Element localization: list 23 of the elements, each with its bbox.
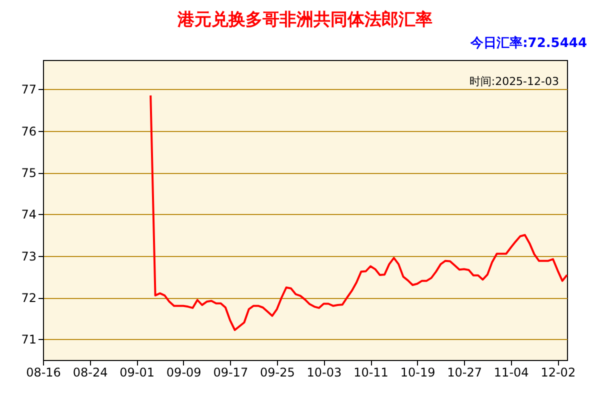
x-tick-label: 10-11 bbox=[354, 366, 388, 380]
y-tick-label: 75 bbox=[21, 166, 36, 180]
y-tick-label: 74 bbox=[21, 208, 36, 222]
x-tick-label: 12-02 bbox=[540, 366, 576, 380]
y-tick-label: 72 bbox=[21, 291, 36, 305]
x-tick-label: 09-25 bbox=[260, 366, 295, 380]
y-tick-label: 73 bbox=[21, 249, 36, 264]
y-tick-label: 77 bbox=[21, 82, 36, 97]
x-tick-label: 08-16 bbox=[26, 366, 61, 380]
x-tick-label: 08-24 bbox=[72, 366, 108, 380]
x-tick-label: 09-17 bbox=[213, 366, 248, 380]
x-tick-label: 10-03 bbox=[306, 366, 342, 380]
line-series bbox=[150, 94, 568, 331]
annotation: 时间:2025-12-03 bbox=[469, 75, 559, 88]
x-tick-label: 10-19 bbox=[400, 366, 436, 380]
x-tick-label: 09-09 bbox=[166, 366, 202, 380]
chart-subtitle: 今日汇率:72.5444 bbox=[470, 35, 587, 51]
x-tick-label: 09-01 bbox=[120, 366, 155, 380]
x-tick-label: 11-04 bbox=[494, 366, 529, 380]
y-tick-label: 76 bbox=[21, 124, 36, 138]
x-tick-label: 10-27 bbox=[447, 366, 482, 380]
chart-title: 港元兑换多哥非洲共同体法郎汇率 bbox=[176, 10, 432, 30]
y-tick-label: 71 bbox=[21, 332, 36, 347]
